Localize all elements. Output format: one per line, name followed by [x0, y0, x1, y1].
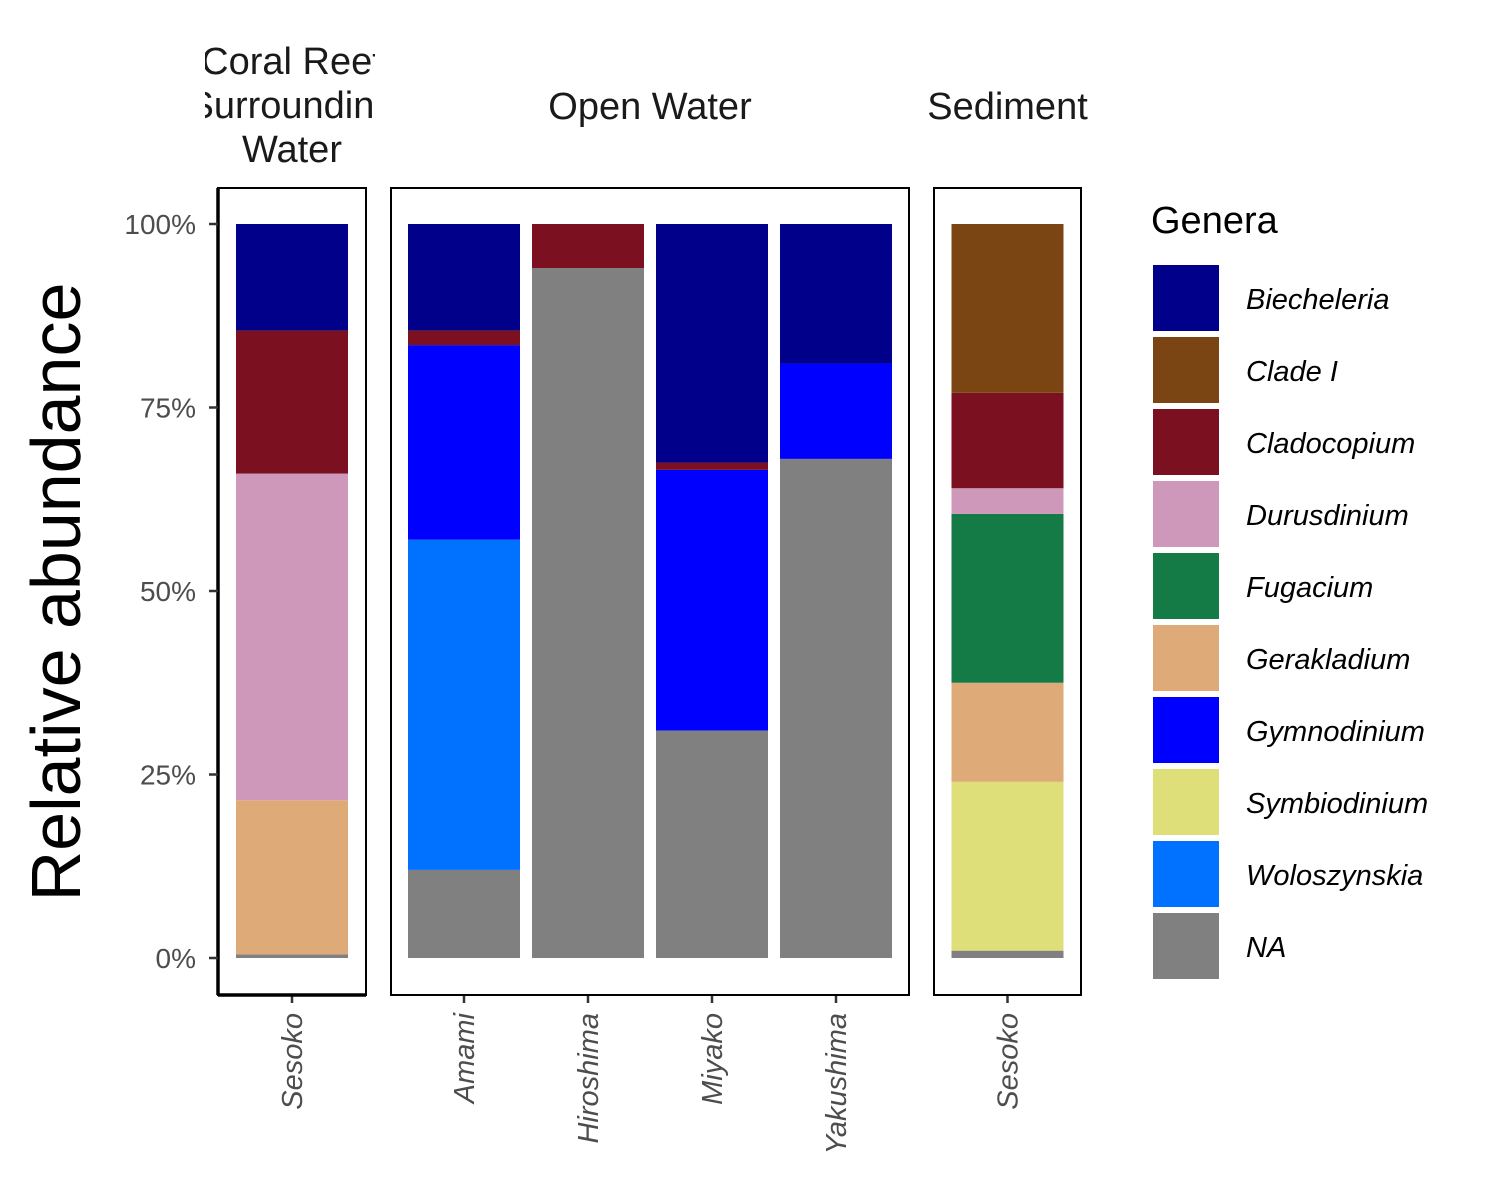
bar-segment-cladocopium [236, 330, 348, 474]
x-tick-label: Sesoko [993, 1013, 1025, 1110]
bar-yakushima [780, 224, 892, 958]
legend-swatch [1153, 553, 1219, 619]
facet-1: Open Water Amami Hiroshima Miyako Yakushima [390, 86, 910, 1154]
legend: Genera Biecheleria Clade I Cladocopium Durus… [1151, 200, 1428, 979]
legend-swatch [1153, 697, 1219, 763]
bar-sesoko [951, 224, 1064, 958]
legend-swatch [1153, 769, 1219, 835]
panel-border [933, 187, 1082, 996]
y-tick-label: 25% [140, 760, 196, 791]
facet-title: Sediment [927, 86, 1088, 128]
panel-border [390, 187, 910, 996]
legend-label: Gymnodinium [1246, 716, 1425, 748]
bar-segment-cladocopium [532, 224, 644, 269]
legend-item-durusdinium: Durusdinium [1153, 481, 1409, 547]
legend-label: NA [1246, 932, 1286, 964]
bar-segment-cladocopium [408, 330, 520, 346]
facet-2: Sediment Sesoko [927, 86, 1088, 1110]
legend-label: Symbiodinium [1246, 788, 1428, 820]
x-tick-label: Miyako [697, 1013, 729, 1105]
legend-item-woloszynskia: Woloszynskia [1153, 841, 1423, 907]
legend-swatch [1153, 409, 1219, 475]
bar-segment-biecheleria [236, 224, 348, 331]
x-tick-label: Hiroshima [573, 1013, 605, 1144]
bar-segment-cladocopium [656, 462, 768, 470]
legend-item-biecheleria: Biecheleria [1153, 265, 1389, 331]
y-tick-label: 0% [156, 943, 196, 974]
facet-title: Coral Reef Surrounding Water [188, 41, 395, 171]
legend-item-gymnodinium: Gymnodinium [1153, 697, 1425, 763]
bar-segment-na [656, 730, 768, 958]
y-axis-label: Relative abundance [17, 283, 95, 902]
legend-label: Gerakladium [1246, 644, 1410, 676]
legend-label: Cladocopium [1246, 428, 1415, 460]
bar-segment-gerakladium [951, 682, 1064, 782]
legend-label: Clade I [1246, 356, 1338, 388]
y-tick-label: 100% [124, 209, 196, 240]
y-tick-label: 75% [140, 393, 196, 424]
bar-segment-na [780, 458, 892, 958]
legend-swatch [1153, 265, 1219, 331]
bar-segment-fugacium [951, 513, 1064, 683]
bar-segment-clade-i [951, 224, 1064, 393]
bar-segment-symbiodinium [951, 781, 1064, 951]
y-axis: 0% 25% 50% 75% 100% [124, 188, 366, 997]
legend-item-na: NA [1153, 913, 1286, 979]
legend-swatch [1153, 337, 1219, 403]
bar-segment-gymnodinium [408, 345, 520, 540]
x-tick-label: Sesoko [277, 1013, 309, 1110]
bar-hiroshima [532, 224, 644, 958]
legend-item-clade-i: Clade I [1153, 337, 1338, 403]
legend-item-cladocopium: Cladocopium [1153, 409, 1415, 475]
bar-segment-na [532, 268, 644, 958]
bar-segment-gerakladium [236, 800, 348, 955]
bar-segment-gymnodinium [656, 469, 768, 731]
legend-title: Genera [1151, 200, 1279, 242]
facet-panels: Coral Reef Surrounding Water Sesoko Open Wat… [188, 41, 1088, 1154]
bar-segment-gymnodinium [780, 363, 892, 459]
x-tick-label: Amami [449, 1011, 481, 1105]
legend-label: Durusdinium [1246, 500, 1409, 532]
bar-segment-biecheleria [408, 224, 520, 331]
bar-segment-woloszynskia [408, 539, 520, 870]
bar-segment-durusdinium [236, 473, 348, 801]
y-tick-label: 50% [140, 576, 196, 607]
bar-sesoko [236, 224, 348, 958]
facet-0: Coral Reef Surrounding Water Sesoko [188, 41, 395, 1110]
bar-segment-na [236, 954, 348, 958]
legend-item-symbiodinium: Symbiodinium [1153, 769, 1428, 835]
legend-item-gerakladium: Gerakladium [1153, 625, 1410, 691]
bar-segment-na [951, 950, 1064, 958]
bar-segment-na [408, 869, 520, 958]
legend-label: Biecheleria [1246, 284, 1389, 316]
legend-label: Woloszynskia [1246, 860, 1423, 892]
legend-swatch [1153, 481, 1219, 547]
legend-label: Fugacium [1246, 572, 1373, 604]
bar-segment-durusdinium [951, 488, 1064, 514]
legend-swatch [1153, 913, 1219, 979]
legend-swatch [1153, 841, 1219, 907]
bar-segment-cladocopium [951, 392, 1064, 489]
bar-miyako [656, 224, 768, 958]
bar-segment-biecheleria [780, 224, 892, 364]
legend-item-fugacium: Fugacium [1153, 553, 1373, 619]
facet-title: Open Water [548, 86, 752, 128]
legend-swatch [1153, 625, 1219, 691]
bar-segment-biecheleria [656, 224, 768, 463]
bar-amami [408, 224, 520, 958]
x-tick-label: Yakushima [821, 1013, 853, 1154]
